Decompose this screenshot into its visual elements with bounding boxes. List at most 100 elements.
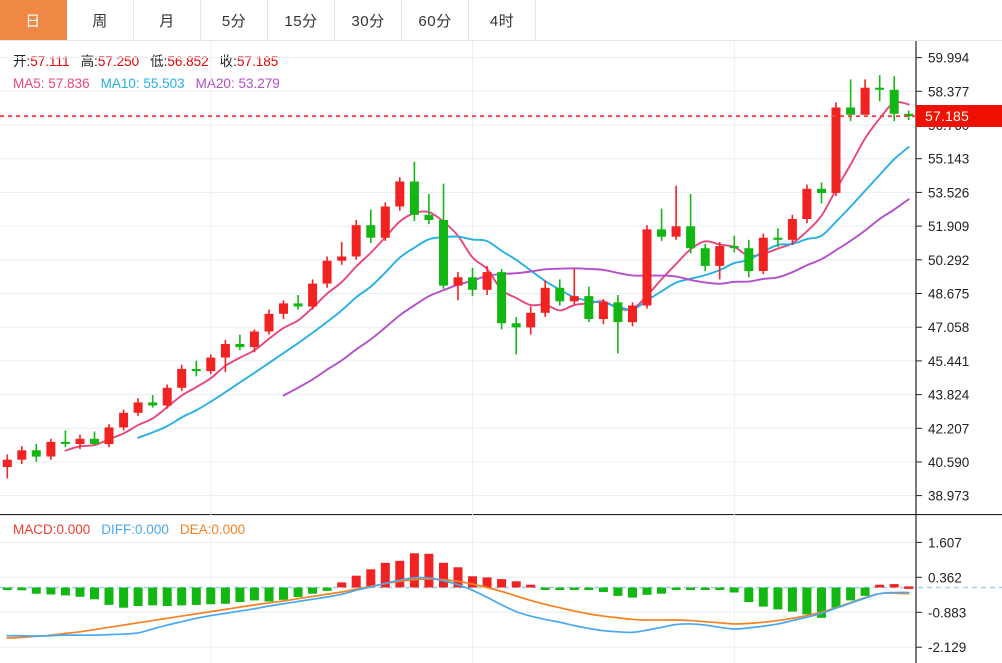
price-axis-label: 43.824: [928, 388, 970, 403]
candlestick: [526, 306, 536, 335]
candlestick: [715, 241, 725, 280]
macd-histogram-bar: [889, 584, 899, 588]
candle-body: [584, 296, 594, 319]
candlestick: [395, 177, 405, 211]
macd-histogram-bar: [31, 587, 41, 594]
price-axis-label: 51.909: [928, 219, 969, 234]
period-tab-3[interactable]: 5分: [201, 0, 268, 40]
candle-body: [133, 402, 143, 413]
period-tab-label: 60分: [418, 12, 452, 30]
candlestick: [540, 280, 550, 317]
candle-body: [220, 344, 230, 358]
macd-histogram-bar: [511, 581, 521, 588]
candle-body: [424, 214, 434, 220]
candlestick: [744, 239, 754, 278]
candle-body: [511, 323, 521, 328]
macd-histogram-bar: [613, 587, 623, 596]
macd-histogram-bar: [337, 582, 347, 588]
macd-histogram-bar: [642, 587, 652, 595]
period-tab-5[interactable]: 30分: [335, 0, 402, 40]
candle-body: [889, 89, 899, 114]
price-axis-label: 55.143: [928, 152, 969, 167]
period-tab-0[interactable]: 日: [0, 0, 67, 40]
candle-body: [860, 87, 870, 115]
macd-histogram-bar: [409, 553, 419, 588]
macd-histogram-bar: [555, 587, 565, 590]
candle-body: [700, 248, 710, 266]
candle-body: [802, 188, 812, 219]
macd-histogram-bar: [453, 567, 463, 588]
candle-body: [729, 246, 739, 249]
candle-body: [613, 302, 623, 323]
period-tab-label: 4时: [489, 12, 515, 30]
macd-histogram-bar: [351, 575, 361, 588]
ma10-value: 55.503: [143, 76, 185, 91]
macd-histogram-bar: [162, 587, 172, 606]
candle-body: [642, 229, 652, 306]
price-axis-label: 42.207: [928, 421, 969, 436]
period-tab-1[interactable]: 周: [67, 0, 134, 40]
candlestick: [264, 309, 274, 335]
macd-histogram-bar: [817, 587, 826, 618]
candlestick: [220, 339, 230, 373]
candle-body: [17, 450, 27, 460]
price-axis-label: 50.292: [928, 253, 969, 268]
candle-body: [773, 237, 783, 240]
candlestick: [569, 269, 579, 305]
candle-body: [249, 331, 259, 348]
macd-label: MACD:: [13, 522, 57, 537]
macd-histogram-bar: [758, 587, 768, 607]
candlestick: [279, 300, 288, 319]
candlestick: [366, 209, 376, 243]
macd-histogram-bar: [526, 584, 536, 588]
candlestick: [787, 214, 797, 245]
candlestick: [46, 438, 56, 460]
candle-body: [555, 287, 565, 302]
macd-histogram-bar: [497, 579, 507, 588]
candle-body: [831, 107, 841, 193]
candlestick: [235, 334, 245, 351]
ma20-line: [282, 198, 910, 397]
period-tab-7[interactable]: 4时: [469, 0, 536, 40]
candlestick: [31, 444, 41, 462]
candlestick: [671, 185, 681, 240]
macd-histogram-bar: [540, 587, 550, 590]
candle-body: [758, 237, 768, 271]
candle-body: [497, 272, 507, 324]
macd-histogram-bar: [584, 587, 594, 590]
period-tab-4[interactable]: 15分: [268, 0, 335, 40]
macd-plot[interactable]: 1.607 0.362 -0.883 -2.129: [0, 514, 1002, 663]
candlestick: [482, 265, 492, 295]
candle-body: [787, 219, 797, 240]
candlestick: [308, 279, 318, 310]
candlestick-plot[interactable]: 59.99458.37757.18556.76055.14353.52651.9…: [0, 41, 1002, 514]
candlestick: [584, 286, 594, 323]
candle-body: [453, 277, 463, 286]
diff-label: DIFF:: [101, 522, 136, 537]
candlestick: [468, 268, 477, 297]
candlestick: [293, 295, 303, 310]
candlestick: [555, 279, 565, 306]
macd-histogram-bar: [744, 587, 754, 603]
macd-histogram-bar: [787, 587, 797, 612]
macd-histogram-bar: [875, 584, 885, 588]
candle-body: [657, 229, 666, 237]
macd-axis-label: 1.607: [928, 535, 962, 550]
candlestick: [337, 241, 347, 265]
candlestick: [802, 184, 812, 224]
candle-body: [2, 459, 12, 467]
price-axis-label: 40.590: [928, 455, 969, 470]
macd-histogram-bar: [628, 587, 637, 598]
ma5-value: 57.836: [48, 76, 90, 91]
candle-body: [293, 303, 303, 307]
candlestick: [628, 302, 637, 327]
macd-histogram-bar: [46, 587, 56, 595]
candle-body: [409, 181, 419, 215]
candle-body: [60, 441, 70, 444]
candle-body: [628, 305, 637, 323]
ma10-line: [137, 146, 910, 439]
candle-body: [875, 87, 885, 90]
period-tab-6[interactable]: 60分: [402, 0, 469, 40]
macd-axis-label: -2.129: [928, 640, 966, 655]
period-tab-2[interactable]: 月: [134, 0, 201, 40]
